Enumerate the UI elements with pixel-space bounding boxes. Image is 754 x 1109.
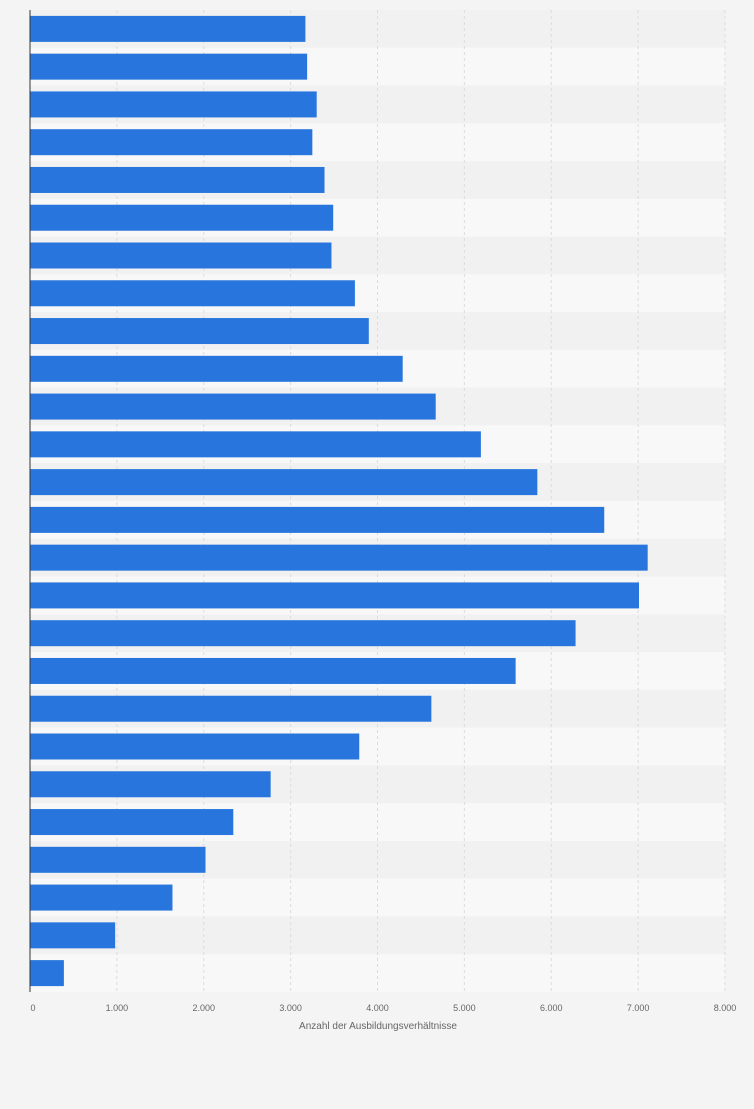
bar[interactable]: [30, 620, 576, 647]
bar[interactable]: [30, 204, 334, 231]
x-tick-label: 1.000: [106, 1003, 129, 1013]
bar[interactable]: [30, 431, 481, 458]
x-tick-label: 7.000: [627, 1003, 650, 1013]
bar[interactable]: [30, 733, 360, 760]
x-tick-label: 2.000: [192, 1003, 215, 1013]
x-tick-label: 0: [30, 1003, 35, 1013]
bar[interactable]: [30, 280, 355, 307]
x-tick-label: 4.000: [366, 1003, 389, 1013]
x-tick-label: 8.000: [714, 1003, 737, 1013]
x-tick-label: 5.000: [453, 1003, 476, 1013]
bar[interactable]: [30, 15, 306, 42]
bar[interactable]: [30, 318, 369, 345]
bar[interactable]: [30, 242, 332, 269]
bar-series: [30, 15, 648, 987]
bar[interactable]: [30, 91, 317, 118]
bar[interactable]: [30, 469, 538, 496]
bar[interactable]: [30, 53, 308, 80]
bar[interactable]: [30, 695, 432, 722]
bar[interactable]: [30, 846, 206, 873]
bar[interactable]: [30, 809, 234, 836]
bar[interactable]: [30, 960, 64, 987]
bar[interactable]: [30, 129, 313, 156]
bar[interactable]: [30, 657, 516, 684]
bar[interactable]: [30, 506, 605, 533]
bar[interactable]: [30, 884, 173, 911]
x-axis-label: Anzahl der Ausbildungsverhältnisse: [299, 1021, 457, 1032]
bar[interactable]: [30, 355, 403, 382]
x-tick-label: 3.000: [279, 1003, 302, 1013]
bar[interactable]: [30, 393, 436, 420]
bar[interactable]: [30, 771, 271, 798]
bar[interactable]: [30, 922, 116, 949]
x-tick-label: 6.000: [540, 1003, 563, 1013]
bar[interactable]: [30, 544, 648, 571]
bar[interactable]: [30, 166, 325, 193]
bar[interactable]: [30, 582, 639, 609]
x-axis-ticks: 0 1.000 2.000 3.000 4.000 5.000 6.000 7.000 8.00…: [30, 1003, 736, 1013]
